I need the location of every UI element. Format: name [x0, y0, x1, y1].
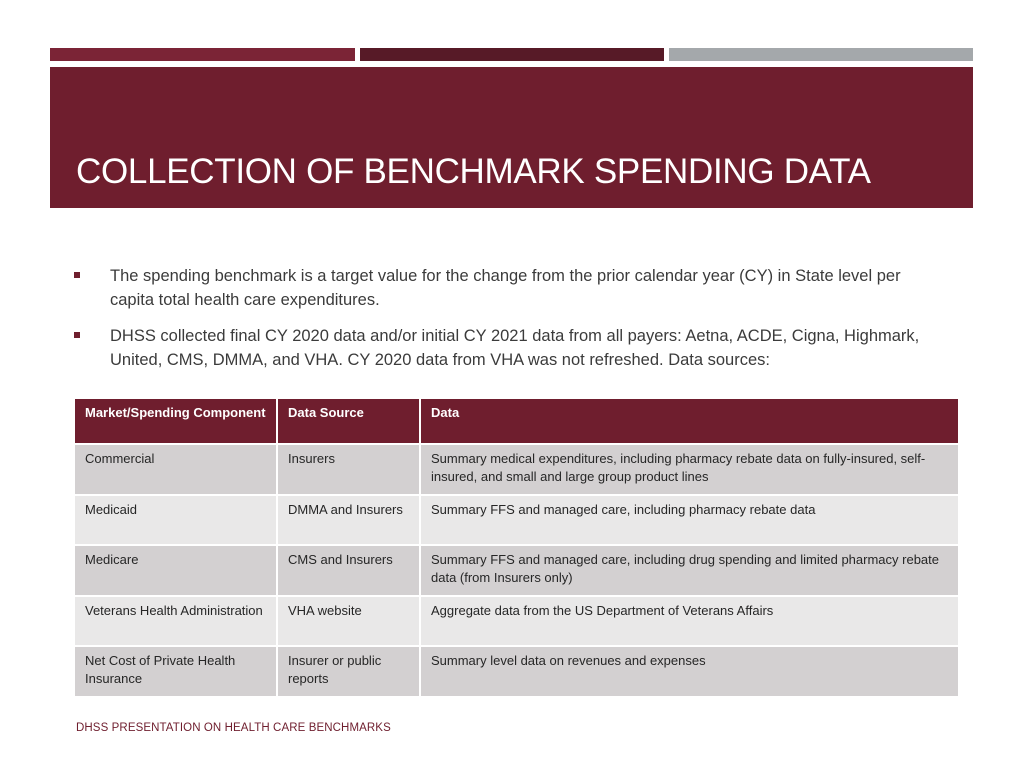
- accent-bar-middle: [360, 48, 664, 61]
- bullet-item: The spending benchmark is a target value…: [74, 264, 944, 312]
- cell-component: Veterans Health Administration: [75, 596, 278, 647]
- column-header-source: Data Source: [277, 399, 421, 445]
- table-row: Net Cost of Private Health Insurance Ins…: [75, 646, 960, 698]
- slide-footer: DHSS PRESENTATION ON HEALTH CARE BENCHMA…: [76, 722, 391, 734]
- cell-data: Summary FFS and managed care, including …: [420, 545, 960, 597]
- column-header-data: Data: [420, 399, 960, 445]
- table-header-row: Market/Spending Component Data Source Da…: [75, 399, 960, 445]
- cell-data: Summary level data on revenues and expen…: [420, 646, 960, 698]
- cell-data: Aggregate data from the US Department of…: [420, 596, 960, 647]
- table-row: Medicare CMS and Insurers Summary FFS an…: [75, 545, 960, 597]
- accent-bar-left: [50, 48, 355, 61]
- table-row: Medicaid DMMA and Insurers Summary FFS a…: [75, 495, 960, 546]
- cell-component: Medicaid: [75, 495, 278, 546]
- data-sources-table: Market/Spending Component Data Source Da…: [75, 399, 960, 698]
- bullet-text: The spending benchmark is a target value…: [110, 267, 901, 309]
- bullet-list: The spending benchmark is a target value…: [74, 264, 944, 384]
- cell-component: Commercial: [75, 444, 278, 496]
- cell-source: CMS and Insurers: [277, 545, 421, 597]
- cell-component: Medicare: [75, 545, 278, 597]
- cell-source: DMMA and Insurers: [277, 495, 421, 546]
- slide-title: COLLECTION OF BENCHMARK SPENDING DATA: [76, 152, 871, 191]
- accent-bar-right: [669, 48, 973, 61]
- cell-data: Summary medical expenditures, including …: [420, 444, 960, 496]
- title-band: COLLECTION OF BENCHMARK SPENDING DATA: [50, 67, 973, 208]
- square-bullet-icon: [74, 332, 80, 338]
- table-row: Commercial Insurers Summary medical expe…: [75, 444, 960, 496]
- cell-component: Net Cost of Private Health Insurance: [75, 646, 278, 698]
- cell-data: Summary FFS and managed care, including …: [420, 495, 960, 546]
- table-row: Veterans Health Administration VHA websi…: [75, 596, 960, 647]
- bullet-text: DHSS collected final CY 2020 data and/or…: [110, 327, 920, 369]
- cell-source: Insurer or public reports: [277, 646, 421, 698]
- square-bullet-icon: [74, 272, 80, 278]
- cell-source: Insurers: [277, 444, 421, 496]
- column-header-component: Market/Spending Component: [75, 399, 278, 445]
- bullet-item: DHSS collected final CY 2020 data and/or…: [74, 324, 944, 372]
- cell-source: VHA website: [277, 596, 421, 647]
